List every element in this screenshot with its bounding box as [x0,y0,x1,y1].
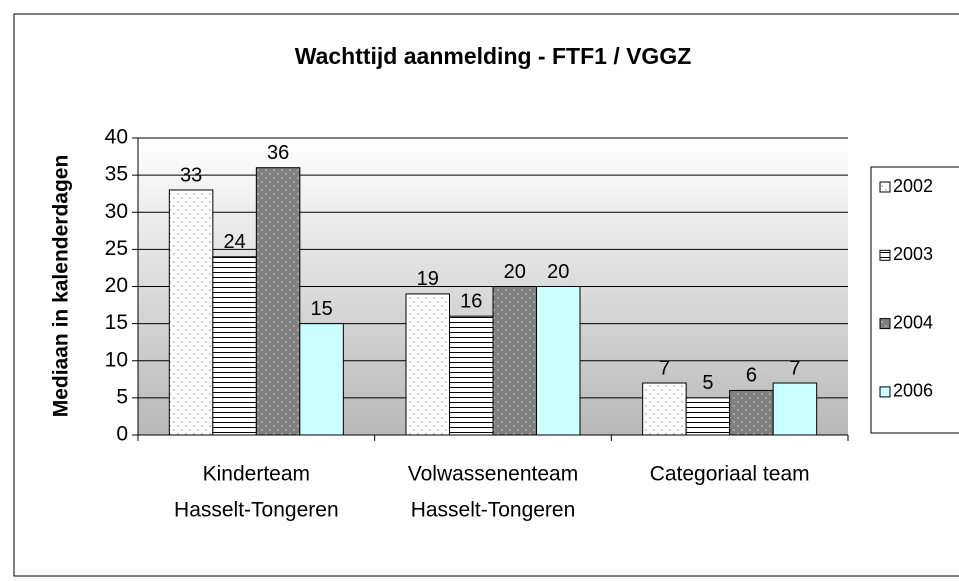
data-label: 7 [789,357,800,379]
y-tick-label: 0 [116,423,128,446]
y-tick-label: 5 [116,385,128,408]
y-tick-label: 40 [105,126,128,149]
data-label: 20 [547,261,569,283]
data-label: 16 [460,290,482,312]
legend-label: 2002 [893,176,933,196]
data-label: 36 [267,142,289,164]
bar [449,315,494,436]
bar [168,189,214,436]
data-label: 5 [702,372,713,394]
y-axis-label: Mediaan in kalenderdagen [50,155,73,418]
y-tick-label: 15 [105,311,128,334]
x-tick-label: Volwassenenteam [408,463,578,486]
data-label: 6 [746,365,757,387]
bar [255,167,301,436]
bar [729,389,774,436]
y-tick-label: 30 [105,200,128,223]
legend-swatch [879,181,891,193]
data-label: 15 [310,298,332,320]
legend-swatch [879,386,891,398]
data-label: 33 [180,164,202,186]
y-tick-label: 20 [105,274,128,297]
y-tick-label: 10 [105,348,128,371]
chart-title: Wachttijd aanmelding - FTF1 / VGGZ [295,43,692,69]
data-label: 20 [504,261,526,283]
legend-label: 2004 [893,312,933,332]
legend-label: 2006 [893,381,933,401]
legend-label: 2003 [893,244,933,264]
bar [642,382,687,436]
bar [685,397,731,436]
data-label: 7 [659,357,670,379]
bar [212,256,257,436]
bar [299,323,344,436]
bar [772,382,818,436]
x-tick-label: Hasselt-Tongeren [411,499,576,522]
y-tick-label: 35 [105,163,128,186]
x-tick-label: Kinderteam [203,463,310,486]
legend-swatch [879,318,891,330]
bar [536,286,581,436]
bar [492,286,537,436]
y-tick-label: 25 [105,237,128,260]
x-tick-label: Categoriaal team [650,463,810,486]
data-label: 19 [417,268,439,290]
x-tick-label: Hasselt-Tongeren [174,499,339,522]
legend-swatch [879,249,891,261]
data-label: 24 [223,231,245,253]
bar [405,293,450,436]
